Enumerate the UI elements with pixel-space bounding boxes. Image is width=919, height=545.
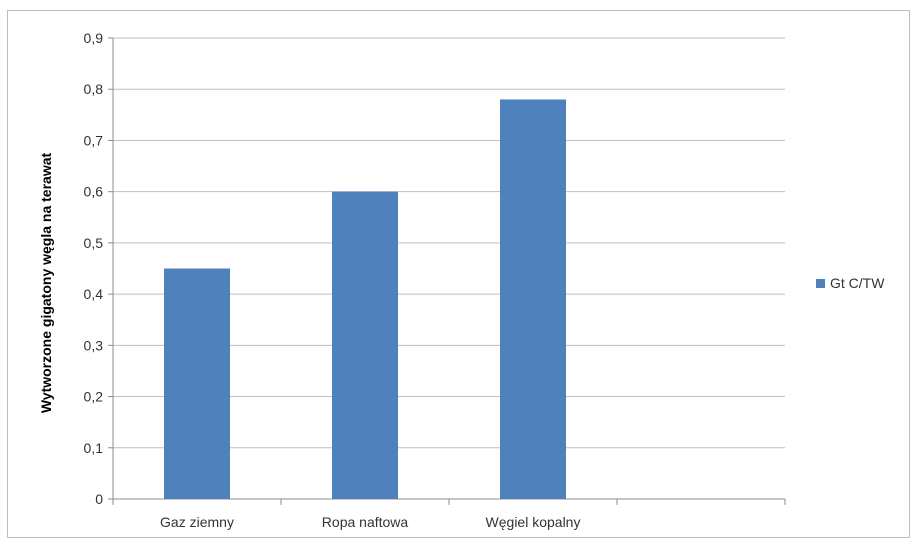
- y-tick-label: 0,4: [84, 286, 104, 302]
- legend-swatch: [816, 279, 825, 288]
- y-axis-label: Wytworzone gigatony węgla na terawat: [38, 152, 54, 413]
- y-tick-label: 0: [95, 491, 103, 507]
- y-tick-label: 0,6: [84, 184, 104, 200]
- y-tick-label: 0,3: [84, 337, 104, 353]
- x-tick-label: Ropa naftowa: [322, 514, 409, 530]
- bar: [164, 268, 230, 499]
- y-tick-label: 0,8: [84, 81, 104, 97]
- x-tick-label: Węgiel kopalny: [486, 514, 581, 530]
- y-tick-label: 0,9: [84, 30, 104, 46]
- legend: Gt C/TW: [816, 275, 885, 291]
- x-tick-label: Gaz ziemny: [160, 514, 234, 530]
- y-tick-label: 0,5: [84, 235, 104, 251]
- bar: [332, 191, 398, 499]
- bars: [164, 99, 566, 499]
- bar: [500, 99, 566, 499]
- y-tick-label: 0,1: [84, 440, 104, 456]
- legend-label: Gt C/TW: [830, 275, 885, 291]
- y-tick-label: 0,7: [84, 132, 104, 148]
- chart-frame: [7, 10, 910, 538]
- tick-labels: 0 0,1 0,2 0,3 0,4 0,5 0,6 0,7 0,8 0,9 Gaz ziemny Ro…: [84, 30, 581, 530]
- y-tick-label: 0,2: [84, 389, 104, 405]
